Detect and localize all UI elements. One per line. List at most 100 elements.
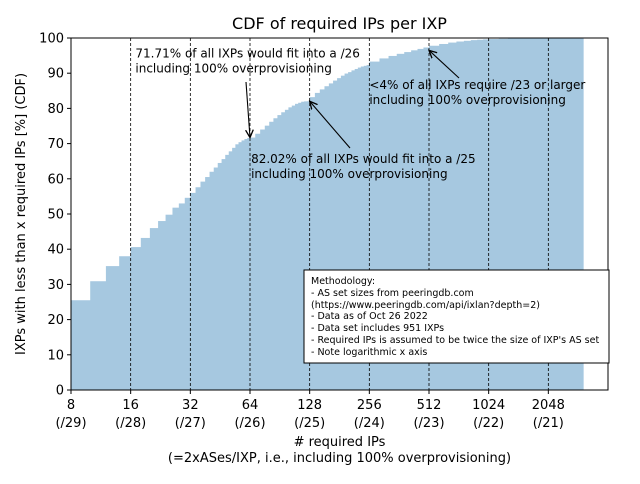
cdf-bar (284, 109, 289, 391)
y-tick-label: 60 (47, 172, 64, 187)
cdf-bar (228, 151, 233, 390)
cdf-bar (281, 112, 286, 390)
x-tick-sublabel: (/29) (55, 416, 86, 431)
annotation-arrow-a23 (429, 50, 460, 79)
cdf-bar (429, 45, 440, 391)
cdf-bar (354, 68, 359, 390)
cdf-bar (463, 40, 472, 390)
cdf-bar (333, 80, 338, 390)
cdf-bar (301, 101, 305, 390)
chart-title: CDF of required IPs per IXP (232, 14, 447, 33)
cdf-bar (184, 197, 191, 390)
cdf-bar (158, 221, 166, 390)
cdf-bar (314, 92, 321, 391)
cdf-bar (90, 281, 107, 390)
cdf-bar (306, 101, 311, 390)
cdf-bar (348, 72, 352, 391)
cdf-bar (221, 159, 226, 390)
cdf-bar (439, 43, 449, 390)
y-tick-label: 100 (39, 32, 64, 47)
annotation-arrow-a25 (310, 101, 351, 149)
cdf-bar (260, 129, 266, 390)
cdf-bar (255, 133, 261, 390)
y-tick-label: 30 (47, 278, 64, 293)
x-tick-sublabel: (/23) (413, 416, 444, 431)
annotation-text-a25: 82.02% of all IXPs would fit into a /25 (251, 152, 476, 166)
y-axis-label: IXPs with less than x required IPs [%] (… (14, 73, 29, 355)
annotation-text-a25: including 100% overprovisioning (251, 167, 448, 181)
x-tick-sublabel: (/22) (473, 416, 504, 431)
x-tick-label: 8 (67, 398, 75, 413)
cdf-bar (217, 162, 222, 390)
x-tick-sublabel: (/27) (175, 416, 206, 431)
cdf-bar (357, 67, 362, 391)
cdf-bar (483, 39, 490, 391)
x-tick-sublabel: (/28) (115, 416, 146, 431)
methodology-line: - Required IPs is assumed to be twice th… (311, 334, 600, 346)
cdf-bar (498, 38, 509, 390)
annotation-text-a26: including 100% overprovisioning (135, 61, 332, 75)
x-tick-label: 2048 (532, 398, 565, 413)
methodology-line: - Note logarithmic x axis (311, 346, 428, 358)
cdf-bar (247, 137, 251, 390)
x-tick-sublabel: (/21) (533, 416, 564, 431)
cdf-bar (309, 97, 316, 391)
methodology-line: - Data set includes 951 IXPs (311, 323, 445, 335)
cdf-bar (298, 102, 302, 390)
cdf-bar (417, 48, 424, 391)
cdf-bar (360, 66, 365, 391)
cdf-bar (337, 78, 342, 391)
cdf-bar (200, 181, 206, 390)
cdf-bar (295, 103, 299, 390)
cdf-bar (404, 52, 412, 390)
cdf-bar (470, 40, 478, 390)
y-tick-label: 70 (47, 137, 64, 152)
cdf-bar (195, 187, 201, 390)
cdf-bar (130, 247, 142, 390)
x-axis-label: # required IPs (294, 435, 386, 450)
y-tick-label: 80 (47, 102, 64, 117)
annotation-arrow-a26 (246, 81, 250, 138)
cdf-bar (288, 107, 293, 391)
cdf-bar (241, 140, 245, 390)
methodology-heading: Methodology: (311, 276, 376, 287)
y-tick-label: 10 (47, 348, 64, 363)
cdf-bar (269, 121, 274, 390)
cdf-bar (456, 41, 465, 391)
x-tick-label: 16 (122, 398, 139, 413)
cdf-bar (423, 47, 430, 391)
cdf-bar (273, 118, 278, 391)
y-tick-label: 90 (47, 67, 64, 82)
cdf-bar (363, 65, 368, 391)
cdf-bar (232, 147, 236, 390)
cdf-bar (379, 58, 389, 390)
cdf-bar (140, 237, 151, 390)
x-tick-sublabel: (/25) (294, 416, 325, 431)
cdf-bar (340, 75, 345, 390)
methodology-line: - Data as of Oct 26 2022 (311, 311, 428, 323)
cdf-bar (71, 300, 91, 390)
y-tick-label: 0 (56, 384, 64, 399)
cdf-bar (324, 86, 330, 390)
cdf-bar (119, 256, 132, 390)
cdf-bar (165, 214, 173, 390)
cdf-bar (178, 203, 186, 390)
cdf-bar (536, 38, 549, 390)
cdf-bar (244, 139, 248, 390)
cdf-bar (411, 50, 418, 390)
x-tick-label: 128 (297, 398, 322, 413)
cdf-bar (291, 105, 296, 391)
cdf-bar (190, 192, 196, 390)
annotation-text-a26: 71.71% of all IXPs would fit into a /26 (135, 46, 360, 60)
cdf-bar (213, 167, 219, 390)
x-tick-label: 64 (242, 398, 259, 413)
x-tick-label: 512 (417, 398, 442, 413)
annotation-text-a23: <4% of all IXPs require /23 or larger (369, 78, 585, 92)
cdf-bar (304, 101, 308, 391)
x-tick-sublabel: (/24) (354, 416, 385, 431)
x-tick-label: 1024 (472, 398, 505, 413)
methodology-frame (303, 269, 610, 364)
cdf-bar (209, 171, 215, 390)
